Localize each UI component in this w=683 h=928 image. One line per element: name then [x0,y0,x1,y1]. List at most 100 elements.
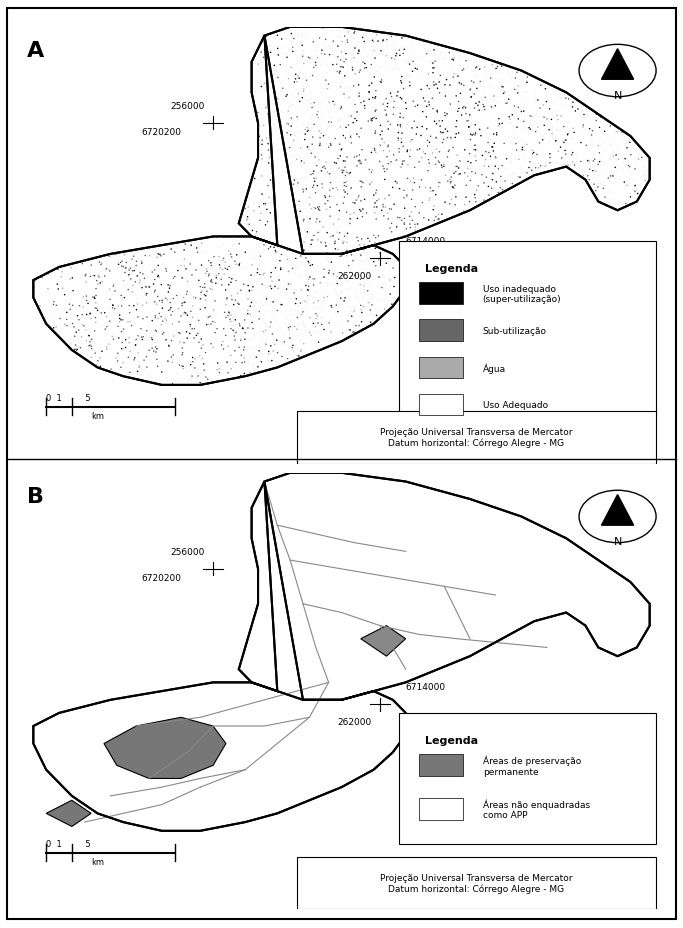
Point [120,297,130,312]
Point [258,209,269,224]
Point [605,193,616,208]
Point [378,269,389,284]
Point [187,311,198,326]
Point [265,347,276,362]
Point [497,138,508,153]
Point [380,192,391,207]
Point [408,95,419,110]
Point [486,140,497,155]
Point [231,326,242,341]
Point [533,142,544,157]
Point [562,136,573,151]
Point [275,241,286,256]
Point [103,285,114,300]
Point [455,87,466,102]
Point [464,195,475,210]
Point [313,154,324,169]
Point [190,352,201,367]
Point [483,135,494,150]
Point [323,215,334,230]
Point [311,215,322,230]
Point [369,200,380,215]
Point [605,120,616,135]
Point [370,231,381,246]
Point [320,236,331,251]
Point [143,280,154,295]
Point [430,210,441,225]
Point [592,180,603,195]
Point [196,258,207,273]
Point [333,293,344,308]
Point [354,155,365,170]
Point [152,296,163,311]
Point [306,147,317,161]
Point [66,261,76,276]
Point [322,253,333,268]
Point [69,329,80,344]
Point [248,294,259,309]
Point [305,311,316,326]
Point [283,277,294,292]
Point [344,127,355,142]
Point [324,167,335,182]
Point [440,84,451,99]
Point [257,325,268,340]
Point [395,132,406,147]
Point [323,77,334,92]
Point [346,109,357,123]
Point [286,156,297,171]
Point [321,333,332,348]
Point [444,144,455,159]
Point [203,317,214,332]
Point [100,322,111,337]
Point [126,272,137,287]
Point [326,255,337,270]
Point [277,32,288,47]
Point [372,194,382,209]
Point [177,346,188,361]
Point [333,152,344,167]
Point [232,281,242,296]
Point [378,293,389,308]
Point [581,139,591,154]
Point [252,354,263,368]
Point [72,342,83,357]
Point [440,147,451,161]
Point [411,127,422,142]
Point [502,94,513,109]
Point [329,97,340,112]
Point [297,295,308,310]
Point [274,280,285,295]
Point [102,279,113,294]
Point [128,299,139,314]
Point [316,127,326,142]
Point [380,200,391,215]
Point [107,299,118,314]
Point [227,333,238,348]
Text: 256000: 256000 [170,102,205,110]
Point [338,235,349,250]
Point [357,64,367,79]
Point [320,156,331,171]
Point [298,83,309,97]
Point [406,196,417,211]
Point [144,280,155,295]
Point [249,198,260,213]
Point [387,39,398,54]
Point [366,165,377,180]
Point [503,115,514,130]
Point [143,316,154,330]
Point [212,366,223,380]
Point [539,119,550,134]
Point [417,120,428,135]
Point [201,262,212,277]
Point [434,75,445,90]
Point [454,155,464,170]
Point [258,287,269,302]
Point [92,354,103,368]
Point [415,67,426,82]
Point [617,125,628,140]
Point [218,342,229,357]
Point [250,220,261,235]
Point [626,142,637,157]
